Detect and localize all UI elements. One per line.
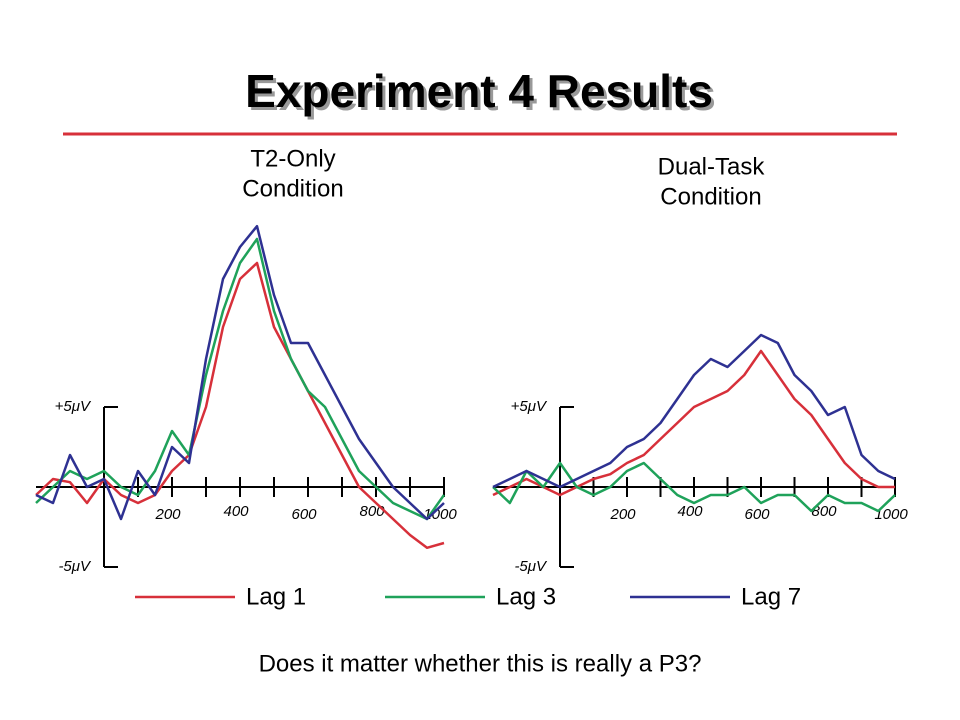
y-tick-label: -5μV (514, 558, 548, 575)
question: Does it matter whether this is really a … (259, 650, 702, 677)
series-line (492, 333, 896, 489)
chart-title: T2-Only (250, 145, 335, 172)
series-line (35, 224, 445, 521)
y-tick-label: -5μV (58, 558, 92, 575)
y-tick-label: +5μV (511, 398, 548, 415)
x-tick-label: 600 (744, 506, 770, 523)
x-tick-label: 800 (811, 503, 837, 520)
legend-label: Lag 7 (741, 583, 801, 610)
slide-title: Experiment 4 Results (245, 65, 713, 117)
title-shadow: Experiment 4 Results (248, 68, 716, 120)
series-line (492, 349, 895, 497)
x-tick-label: 1000 (874, 506, 908, 523)
x-tick-label: 400 (677, 503, 703, 520)
chart-title: Condition (242, 175, 343, 202)
x-tick-label: 200 (154, 506, 181, 523)
series-line (35, 237, 446, 521)
legend-label: Lag 3 (496, 583, 556, 610)
y-tick-label: +5μV (55, 398, 92, 415)
chart-title: Dual-Task (658, 153, 766, 180)
x-tick-label: 400 (223, 503, 249, 520)
x-tick-label: 200 (609, 506, 636, 523)
series-line (492, 461, 896, 513)
x-tick-label: 800 (359, 503, 385, 520)
legend-label: Lag 1 (246, 583, 306, 610)
x-tick-label: 600 (291, 506, 317, 523)
chart-title: Condition (660, 183, 761, 210)
x-tick-label: 1000 (423, 506, 457, 523)
